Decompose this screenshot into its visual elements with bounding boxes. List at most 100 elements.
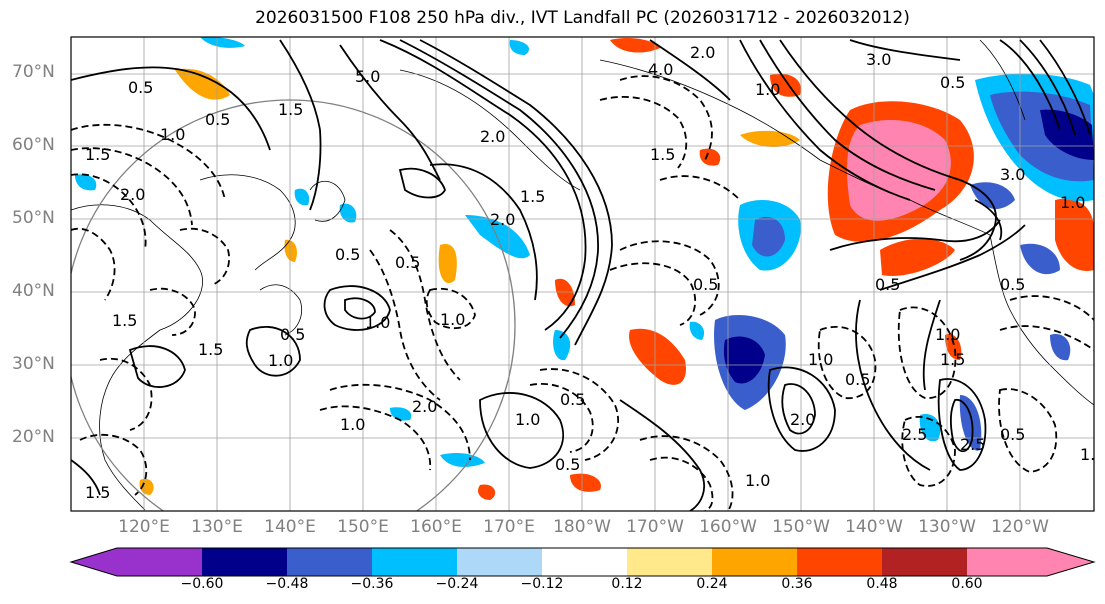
contour-label: 0.5 — [1000, 275, 1025, 294]
colorbar-bin — [287, 548, 372, 576]
lon-label: 130°E — [191, 517, 243, 537]
map-border — [70, 36, 1095, 512]
colorbar-bin — [372, 548, 457, 576]
contour-label: 2.5 — [902, 425, 927, 444]
contour-label: 1.5 — [85, 483, 110, 502]
contour-label: 2.5 — [960, 435, 985, 454]
negative-div-patch — [200, 37, 245, 48]
colorbar-tick-label: 0.60 — [951, 576, 983, 592]
contour-label: 1.5 — [650, 145, 675, 164]
colorbar-tick-label: −0.36 — [350, 576, 394, 592]
colorbar-bin — [202, 548, 287, 576]
colorbar-extend-high — [1047, 548, 1094, 576]
plot-title: 2026031500 F108 250 hPa div., IVT Landfa… — [255, 8, 910, 28]
positive-div-patch — [629, 328, 686, 385]
contour-label: 0.5 — [395, 253, 420, 272]
positive-div-patch — [570, 473, 601, 492]
negative-div-patch — [723, 336, 765, 384]
positive-div-patch — [847, 120, 951, 221]
lat-label: 50°N — [12, 208, 55, 228]
contour-label: 1.0 — [440, 310, 465, 329]
negative-div-patch — [970, 182, 1015, 209]
negative-div-patch — [339, 203, 357, 223]
contour-label: 3.0 — [1000, 165, 1025, 184]
positive-div-patch — [610, 37, 660, 53]
positive-div-patch — [555, 278, 575, 307]
lon-label: 170°E — [483, 517, 535, 537]
contour-label: 2.0 — [690, 43, 715, 62]
lon-label: 130°W — [918, 517, 976, 537]
colorbar-tick-label: 0.24 — [696, 576, 728, 592]
colorbar-bin — [882, 548, 967, 576]
contour-label: 1.5 — [85, 145, 110, 164]
positive-div-patch — [139, 478, 154, 495]
contour-label: 1.5 — [112, 311, 137, 330]
contour-label: 0.5 — [560, 390, 585, 409]
contour-label: 1.5 — [278, 100, 303, 119]
lat-label: 30°N — [12, 354, 55, 374]
colorbar-bin — [117, 548, 202, 576]
lon-label: 150°E — [337, 517, 389, 537]
positive-div-patch — [175, 68, 230, 100]
colorbar-tick-label: −0.24 — [435, 576, 479, 592]
negative-div-patch — [752, 216, 785, 257]
negative-div-patch — [75, 174, 97, 191]
contour-label: 1.0 — [340, 415, 365, 434]
lat-label: 20°N — [12, 427, 55, 447]
negative-div-patch — [1050, 334, 1071, 361]
contour-label: 2.0 — [120, 185, 145, 204]
negative-div-patch — [919, 414, 941, 442]
positive-div-patch — [438, 244, 457, 284]
negative-div-patch — [440, 452, 485, 467]
lat-label: 70°N — [12, 62, 55, 82]
colorbar-bin — [967, 548, 1047, 576]
solid-contours — [71, 39, 1091, 511]
contour-label: 1.5 — [198, 340, 223, 359]
lon-label: 140°E — [264, 517, 316, 537]
contour-label: 5.0 — [355, 67, 380, 86]
positive-div-patch — [740, 130, 800, 147]
contour-label: 0.5 — [280, 325, 305, 344]
contour-label: 0.5 — [693, 275, 718, 294]
colorbar-bin — [712, 548, 797, 576]
lon-label: 120°E — [118, 517, 170, 537]
colorbar-extend-low — [71, 548, 117, 576]
contour-label: 3.0 — [866, 50, 891, 69]
colorbar-tick-label: 0.48 — [866, 576, 898, 592]
contour-label: 2.0 — [480, 127, 505, 146]
contour-label: 1.5 — [520, 187, 545, 206]
contour-label: 0.5 — [335, 245, 360, 264]
contour-label: 0.5 — [845, 370, 870, 389]
contour-label: 0.5 — [875, 275, 900, 294]
colorbar-bin — [627, 548, 712, 576]
contour-label: 1.0 — [365, 313, 390, 332]
contour-label: 2.0 — [790, 410, 815, 429]
positive-div-patch — [880, 238, 955, 276]
contour-label: 1.5 — [940, 350, 965, 369]
negative-div-patch — [689, 321, 705, 340]
lon-label: 160°E — [410, 517, 462, 537]
lon-label: 180°W — [553, 517, 611, 537]
lat-label: 60°N — [12, 135, 55, 155]
colorbar-outline — [69, 547, 1096, 577]
contour-label: 1.0 — [935, 325, 960, 344]
lon-label: 150°W — [772, 517, 830, 537]
lat-label: 40°N — [12, 281, 55, 301]
positive-div-patch — [945, 334, 962, 360]
dashed-contours — [71, 75, 1094, 511]
lon-label: 140°W — [845, 517, 903, 537]
contour-label: 1.0 — [808, 350, 833, 369]
colorbar-tick-label: −0.48 — [265, 576, 309, 592]
contour-label: 1.0 — [1080, 445, 1105, 464]
negative-div-patch — [294, 188, 310, 206]
contour-label: 0.5 — [128, 78, 153, 97]
contour-label: 1.0 — [1060, 193, 1085, 212]
positive-div-patch — [699, 148, 721, 166]
contour-label: 4.0 — [648, 60, 673, 79]
contour-label: 1.0 — [755, 80, 780, 99]
colorbar-bin — [457, 548, 542, 576]
colorbar-tick-label: 0.36 — [781, 576, 813, 592]
negative-div-patch — [959, 395, 982, 451]
positive-div-patch — [284, 239, 297, 262]
colorbar — [69, 547, 1096, 577]
